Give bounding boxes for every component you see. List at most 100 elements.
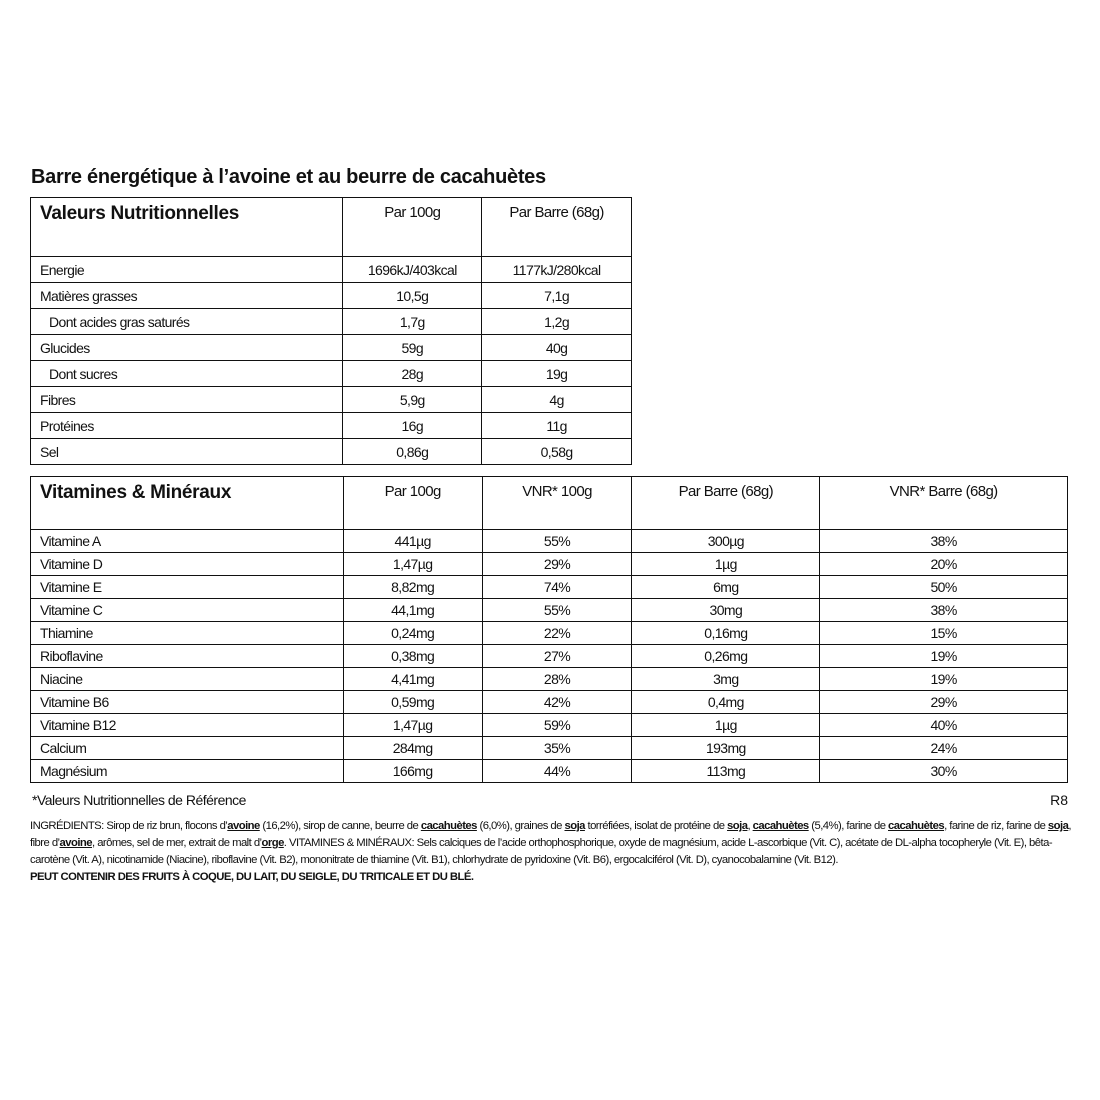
nutrient-label: Glucides — [29, 334, 344, 361]
value-per-100g: 1,7g — [342, 308, 483, 335]
nutrition-row: Protéines 16g 11g — [29, 412, 632, 439]
vnr-per-bar: 19% — [819, 644, 1068, 668]
vitamin-label: Magnésium — [30, 759, 344, 783]
allergen: orge — [261, 837, 285, 849]
vitamin-row: Vitamine D 1,47µg 29% 1µg 20% — [30, 552, 1068, 576]
value-per-bar: 1µg — [631, 552, 821, 576]
vitamin-row: Magnésium 166mg 44% 113mg 30% — [30, 759, 1068, 783]
nutrient-label: Fibres — [29, 386, 344, 413]
value-per-bar: 7,1g — [481, 282, 632, 309]
ingredient-text: , fibre d’ — [30, 820, 1071, 849]
value-per-bar: 6mg — [631, 575, 821, 599]
vnr-per-100g: 27% — [481, 644, 633, 668]
vitamins-header-label: Vitamines & Minéraux — [30, 476, 344, 530]
nutrient-label: Matières grasses — [29, 282, 344, 309]
value-per-100g: 1,47µg — [342, 713, 483, 737]
vitamin-row: Vitamine B6 0,59mg 42% 0,4mg 29% — [30, 690, 1068, 714]
value-per-bar: 19g — [481, 360, 632, 387]
ingredient-text: . VITAMINES & MINÉRAUX: Sels calciques d… — [30, 837, 1053, 866]
nutrient-label: Dont acides gras saturés — [29, 308, 344, 335]
nutrition-row: Energie 1696kJ/403kcal 1177kJ/280kcal — [29, 256, 632, 283]
ingredient-text: (5,4%), farine de — [808, 820, 889, 832]
vnr-per-bar: 15% — [819, 621, 1068, 645]
ingredients-text: INGRÉDIENTS: Sirop de riz brun, flocons … — [30, 818, 1075, 869]
nutrient-label: Dont sucres — [29, 360, 344, 387]
value-per-bar: 0,58g — [481, 438, 632, 465]
vnr-per-bar: 30% — [819, 759, 1068, 783]
product-code: R8 — [1050, 792, 1068, 808]
footnote: *Valeurs Nutritionnelles de Référence — [32, 792, 246, 808]
vitamin-row: Calcium 284mg 35% 193mg 24% — [30, 736, 1068, 760]
vitamin-label: Vitamine B6 — [30, 690, 344, 714]
value-per-bar: 1µg — [631, 713, 821, 737]
value-per-bar: 300µg — [631, 529, 821, 553]
value-per-100g: 0,86g — [342, 438, 483, 465]
value-per-100g: 44,1mg — [342, 598, 483, 622]
nutrition-header-perbar: Par Barre (68g) — [481, 197, 632, 257]
vnr-per-100g: 44% — [481, 759, 633, 783]
vnr-per-100g: 29% — [481, 552, 633, 576]
vitamin-label: Niacine — [30, 667, 344, 691]
value-per-100g: 1696kJ/403kcal — [342, 256, 483, 283]
nutrition-row: Fibres 5,9g 4g — [29, 386, 632, 413]
nutrition-header-row: Valeurs Nutritionnelles Par 100g Par Bar… — [29, 197, 632, 257]
ingredient-text: torréfiées, isolat de protéine de — [584, 820, 728, 832]
value-per-bar: 1177kJ/280kcal — [481, 256, 632, 283]
value-per-bar: 1,2g — [481, 308, 632, 335]
allergen-warning: PEUT CONTENIR DES FRUITS À COQUE, DU LAI… — [30, 871, 474, 883]
value-per-100g: 16g — [342, 412, 483, 439]
allergen: soja — [727, 820, 748, 832]
value-per-100g: 5,9g — [342, 386, 483, 413]
value-per-100g: 10,5g — [342, 282, 483, 309]
vitamin-row: Niacine 4,41mg 28% 3mg 19% — [30, 667, 1068, 691]
ingredient-text: INGRÉDIENTS: Sirop de riz brun, flocons … — [30, 820, 228, 832]
value-per-100g: 0,24mg — [342, 621, 483, 645]
vnr-per-100g: 42% — [481, 690, 633, 714]
nutrition-header-per100: Par 100g — [342, 197, 483, 257]
vnr-per-bar: 38% — [819, 529, 1068, 553]
vnr-per-bar: 50% — [819, 575, 1068, 599]
ingredients-block: INGRÉDIENTS: Sirop de riz brun, flocons … — [30, 818, 1075, 886]
value-per-100g: 8,82mg — [342, 575, 483, 599]
vitamin-label: Vitamine D — [30, 552, 344, 576]
value-per-bar: 40g — [481, 334, 632, 361]
nutrition-row: Glucides 59g 40g — [29, 334, 632, 361]
vnr-per-bar: 38% — [819, 598, 1068, 622]
ingredient-text: , farine de riz, farine de — [944, 820, 1048, 832]
value-per-100g: 0,38mg — [342, 644, 483, 668]
nutrition-header-label: Valeurs Nutritionnelles — [29, 197, 344, 257]
vnr-per-100g: 22% — [481, 621, 633, 645]
vitamin-label: Vitamine A — [30, 529, 344, 553]
vitamins-header-per100: Par 100g — [342, 476, 483, 530]
nutrient-label: Energie — [29, 256, 344, 283]
vitamins-header-vnr100: VNR* 100g — [481, 476, 633, 530]
value-per-bar: 193mg — [631, 736, 821, 760]
vnr-per-100g: 59% — [481, 713, 633, 737]
vnr-per-bar: 19% — [819, 667, 1068, 691]
value-per-bar: 3mg — [631, 667, 821, 691]
vitamin-row: Vitamine B12 1,47µg 59% 1µg 40% — [30, 713, 1068, 737]
product-title: Barre énergétique à l’avoine et au beurr… — [31, 166, 546, 188]
vitamin-row: Vitamine A 441µg 55% 300µg 38% — [30, 529, 1068, 553]
vnr-per-bar: 24% — [819, 736, 1068, 760]
vitamin-row: Thiamine 0,24mg 22% 0,16mg 15% — [30, 621, 1068, 645]
allergen: avoine — [59, 837, 93, 849]
value-per-100g: 28g — [342, 360, 483, 387]
ingredient-text: , — [747, 820, 753, 832]
allergen: avoine — [227, 820, 260, 832]
vitamins-header-vnrbar: VNR* Barre (68g) — [819, 476, 1068, 530]
nutrition-table: Valeurs Nutritionnelles Par 100g Par Bar… — [29, 197, 632, 465]
value-per-bar: 4g — [481, 386, 632, 413]
nutrition-row: Dont sucres 28g 19g — [29, 360, 632, 387]
value-per-100g: 166mg — [342, 759, 483, 783]
allergen: cacahuètes — [888, 820, 945, 832]
value-per-100g: 441µg — [342, 529, 483, 553]
vitamin-label: Vitamine B12 — [30, 713, 344, 737]
allergen: soja — [1047, 820, 1069, 832]
value-per-bar: 0,16mg — [631, 621, 821, 645]
vitamin-row: Riboflavine 0,38mg 27% 0,26mg 19% — [30, 644, 1068, 668]
allergen: cacahuètes — [420, 820, 478, 832]
vnr-per-bar: 20% — [819, 552, 1068, 576]
value-per-100g: 59g — [342, 334, 483, 361]
value-per-bar: 0,4mg — [631, 690, 821, 714]
